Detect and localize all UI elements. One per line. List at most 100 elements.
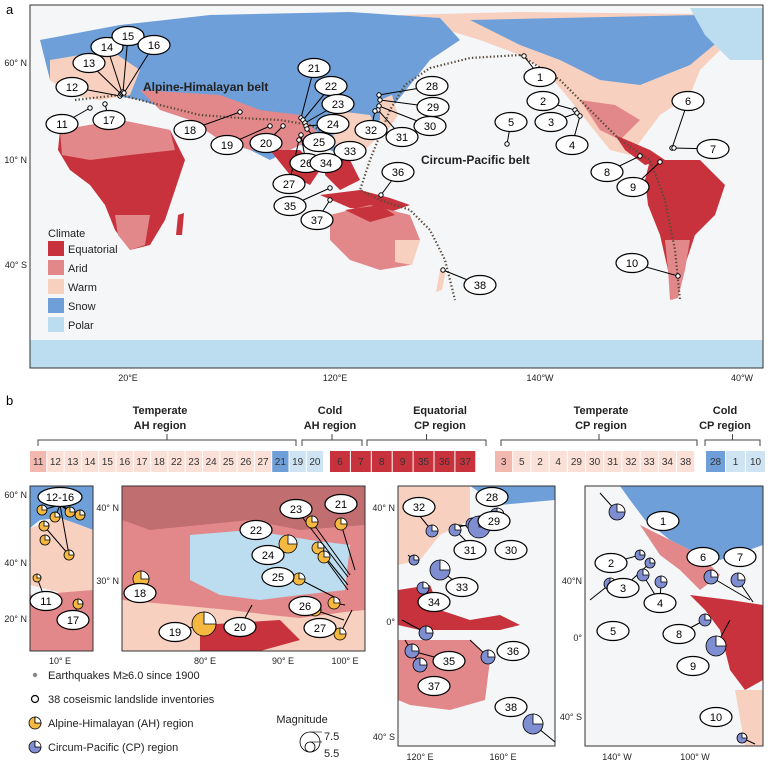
map-a-site-dot: [521, 53, 527, 59]
map-a-site-label-text: 3: [548, 117, 554, 129]
group-title-line2: CP region: [414, 420, 466, 432]
site-pie-slice: [340, 517, 348, 525]
map-a-site-label-text: 2: [540, 96, 546, 108]
inset-leader-line: [340, 523, 356, 571]
region-cell-label: 32: [625, 457, 637, 468]
map-a-site-dot: [440, 267, 446, 273]
inset-site-label-oval: [475, 486, 509, 508]
map-a-site-label-oval: [413, 115, 447, 137]
site-pie-slice: [639, 549, 646, 556]
inset-lat-tick: 60° N: [4, 490, 27, 500]
region-cell: [116, 451, 133, 472]
group-bracket: [704, 434, 761, 446]
region-cell-label: 10: [750, 457, 762, 468]
region-cell-label: 21: [275, 457, 287, 468]
region-cell-label: 17: [136, 457, 148, 468]
inset-site-label: 38: [494, 696, 528, 718]
inset-site-label-oval: [37, 486, 83, 508]
region-cell-label: 6: [337, 457, 343, 468]
map-a-lat-tick: 60° N: [4, 58, 27, 68]
map-a-site-dot: [87, 105, 93, 111]
site-pie-slice: [413, 554, 420, 561]
inset-site-label: 18: [123, 582, 157, 604]
symbol-legend: Earthquakes M≥6.0 since 1900 38 coseismi…: [28, 670, 339, 760]
map-a-site-label-oval: [381, 161, 415, 183]
climate-legend-swatch: [48, 260, 64, 275]
inset-leader-line: [43, 525, 70, 556]
region-cell-label: 22: [171, 457, 183, 468]
inset-site-label-text: 21: [335, 499, 347, 511]
inset-site-label-text: 29: [488, 516, 500, 528]
site-pie-slice: [54, 511, 61, 518]
site-pie-symbol: [36, 504, 48, 516]
inset-leader-line: [323, 556, 349, 591]
site-pie-slice: [77, 598, 84, 605]
group-title-line2: AH region: [304, 420, 357, 432]
region-cell-label: 26: [240, 457, 252, 468]
inset-lat-tick: 20° N: [4, 614, 27, 624]
map-a-site-dot: [102, 101, 108, 107]
site-pie-slice: [287, 534, 298, 545]
site-pie-slice: [660, 575, 668, 583]
inset-lon-tick: 90° E: [272, 656, 294, 666]
region-cell: [677, 451, 695, 472]
group-title-line1: Cold: [318, 405, 342, 417]
group-title-line1: Cold: [713, 405, 737, 417]
region-cell-label: 24: [206, 457, 218, 468]
region-cell-label: 20: [309, 457, 321, 468]
region-cell: [746, 451, 765, 472]
site-pie-symbol: [38, 520, 50, 532]
site-pie-symbol: [317, 550, 331, 564]
region-cell: [254, 451, 272, 472]
inset-lat-tick: 40° S: [560, 712, 582, 722]
inset-site-label-text: 34: [428, 597, 440, 609]
site-pie-slice: [710, 569, 719, 578]
map-a-site-dot: [304, 126, 310, 132]
site-pie-symbol: [132, 570, 150, 588]
map-a-site-label: 25: [302, 131, 336, 153]
inset-site-label-oval: [496, 640, 530, 662]
map-a-site-label: 37: [300, 209, 334, 231]
map-a-site-label-text: 20: [260, 138, 272, 150]
inset-site-label-oval: [646, 510, 680, 532]
group-bracket: [366, 434, 487, 446]
region-cell-label: 5: [519, 457, 525, 468]
site-pie-slice: [704, 613, 712, 621]
inset-site-label-text: 11: [40, 596, 51, 608]
inset-site-label: 1: [646, 510, 680, 532]
map-a-site-label: 19: [210, 134, 244, 156]
inset-site-label-oval: [324, 493, 358, 515]
map-a-site-dot: [327, 185, 333, 191]
site-pie-symbol: [654, 575, 668, 589]
inset-site-label-text: 19: [169, 627, 181, 639]
map-a-site-label: 38: [463, 274, 497, 296]
site-pie-symbol: [334, 517, 348, 531]
inset-site-label-text: 4: [657, 598, 663, 610]
group-title-line1: Temperate: [133, 405, 188, 417]
map-a-site-label-text: 36: [392, 167, 404, 179]
magnitude-high-label: 7.5: [324, 731, 339, 743]
region-cell: [434, 451, 455, 472]
inset-site-label-oval: [606, 577, 640, 599]
site-pie-symbol: [608, 503, 626, 521]
map-a-site-label-text: 14: [101, 42, 113, 54]
inset-leader-line: [59, 504, 70, 556]
inset-site-label: 26: [288, 595, 322, 617]
inset-lon-tick: 80° E: [194, 656, 216, 666]
map-a-site-label: 1: [523, 66, 557, 88]
map-a-site-label: 7: [696, 138, 730, 160]
group-title-line1: Equatorial: [413, 405, 467, 417]
inset-site-label: 36: [496, 640, 530, 662]
site-pie-slice: [41, 504, 48, 511]
map-a-site-label-oval: [494, 111, 528, 133]
region-cell: [350, 451, 371, 472]
map-a-site-label-oval: [333, 140, 367, 162]
inset-site-label: 2: [594, 552, 628, 574]
site-pie-symbol: [698, 613, 712, 627]
site-pie-slice: [454, 523, 462, 531]
map-a-lon-tick: 140°W: [526, 373, 554, 383]
inset-site-label-oval: [723, 546, 757, 568]
region-cell: [306, 451, 324, 472]
inset-site-label-text: 38: [505, 702, 517, 714]
